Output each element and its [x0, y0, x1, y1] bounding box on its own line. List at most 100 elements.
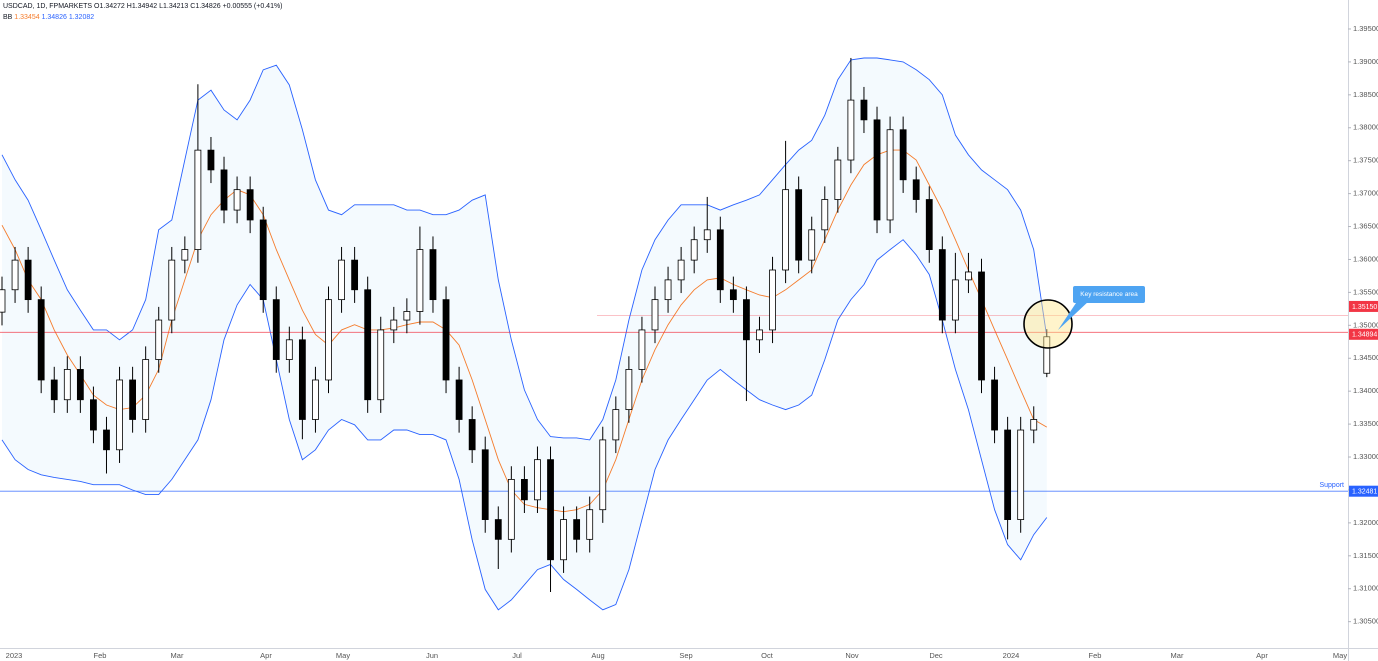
resistance-circle [1023, 299, 1073, 349]
y-tick-label: 1.31500 [1353, 551, 1378, 560]
candle-body [782, 189, 789, 271]
candle-body [664, 279, 672, 301]
candle-body [103, 429, 110, 451]
x-tick-label: Oct [761, 651, 774, 660]
x-tick-label: Apr [1256, 651, 1268, 660]
candle-body [220, 169, 228, 211]
y-tick-label: 1.36000 [1353, 254, 1378, 263]
x-tick-label: 2023 [6, 651, 23, 660]
y-tick-label: 1.33500 [1353, 419, 1378, 428]
candle-body [351, 259, 359, 291]
candle-body [233, 189, 241, 211]
y-tick-label: 1.37500 [1353, 156, 1378, 165]
candle-body [612, 409, 620, 441]
header-line: USDCAD, 1D, FPMARKETS O1.34272 H1.34942 … [3, 3, 283, 10]
candle-body [965, 271, 972, 281]
y-tick-label: 1.38500 [1353, 90, 1378, 99]
y-tick-label: 1.37000 [1353, 189, 1378, 198]
candle-body [63, 369, 71, 401]
close-value: 1.34826 [195, 3, 220, 10]
candle-body [455, 379, 463, 420]
x-tick-label: Aug [591, 651, 604, 660]
open-value: 1.34272 [99, 3, 124, 10]
bb-basis-value: 1.33454 [14, 14, 39, 21]
l-label: L [159, 3, 163, 10]
c-label: C [190, 3, 195, 10]
candle-body [573, 519, 581, 540]
y-tick-label: 1.39000 [1353, 57, 1378, 66]
x-tick-label: Apr [260, 651, 272, 660]
bb-lower-line [1, 239, 1048, 611]
callout-tail [1058, 300, 1090, 330]
candle-body [1017, 429, 1025, 520]
y-tick-label: 1.34500 [1353, 353, 1378, 362]
bb-upper-line [1, 57, 1048, 441]
h-label: H [127, 3, 132, 10]
candle-body [312, 379, 319, 420]
candle-body [560, 519, 567, 561]
y-tick-label: 1.36500 [1353, 222, 1378, 231]
candle-body [1004, 429, 1012, 520]
candle-body [168, 259, 176, 321]
candle-body [978, 271, 985, 381]
change: +0.00555 (+0.41%) [223, 3, 283, 10]
y-tick-label: 1.35000 [1353, 320, 1378, 329]
candle-body [142, 359, 150, 420]
candle-body [298, 339, 306, 420]
candle-body [899, 129, 907, 181]
y-tick-label: 1.34000 [1353, 386, 1378, 395]
y-tick-label: 1.33000 [1353, 452, 1378, 461]
candle-body [377, 329, 385, 401]
candle-body [756, 329, 763, 341]
candle-body [625, 369, 633, 411]
candle-body [11, 259, 19, 291]
candle-body [325, 299, 332, 381]
candle-body [481, 449, 489, 520]
candle-body [338, 259, 345, 301]
bb-lower-value: 1.32082 [69, 14, 94, 21]
candle-body [534, 459, 541, 501]
candle-body [207, 149, 215, 171]
candle-body [795, 189, 803, 261]
x-tick-label: Jul [512, 651, 522, 660]
candle-body [390, 319, 398, 331]
x-tick-label: Sep [679, 651, 692, 660]
candle-body [468, 419, 476, 451]
price-label-box [1349, 328, 1378, 340]
candle-body [494, 519, 502, 540]
candle-body [938, 249, 946, 321]
candle-body [155, 319, 163, 360]
candle-body [716, 229, 724, 291]
candle-body [991, 379, 998, 431]
candle-body [808, 229, 816, 261]
candle-body [860, 99, 868, 121]
candle-body [912, 179, 920, 200]
candle-body [442, 299, 450, 381]
callout-text: Key resistance area [1080, 291, 1138, 298]
candle-body [834, 159, 842, 200]
x-tick-label: Mar [171, 651, 184, 660]
candle-body [651, 299, 659, 331]
candle-body [690, 239, 698, 261]
candle-body [285, 339, 293, 360]
price-label: 1.34894 [1352, 332, 1377, 339]
candle-body [76, 369, 84, 401]
x-tick-label: Mar [1171, 651, 1184, 660]
candle-body [925, 199, 933, 250]
candle-body [677, 259, 685, 281]
x-tick-label: May [336, 651, 350, 660]
candle-body [416, 249, 424, 312]
y-tick-label: 1.31000 [1353, 584, 1378, 593]
candle-body [129, 379, 137, 420]
candle-body [599, 439, 607, 511]
high-value: 1.34942 [132, 3, 157, 10]
candle-body [703, 229, 711, 241]
bb-line: BB 1.33454 1.34826 1.32082 [3, 14, 94, 21]
bb-label: BB [3, 14, 13, 21]
candle-body [246, 189, 254, 221]
candle-body [50, 379, 58, 401]
candle-body [116, 379, 123, 451]
candle-body [1030, 419, 1038, 431]
